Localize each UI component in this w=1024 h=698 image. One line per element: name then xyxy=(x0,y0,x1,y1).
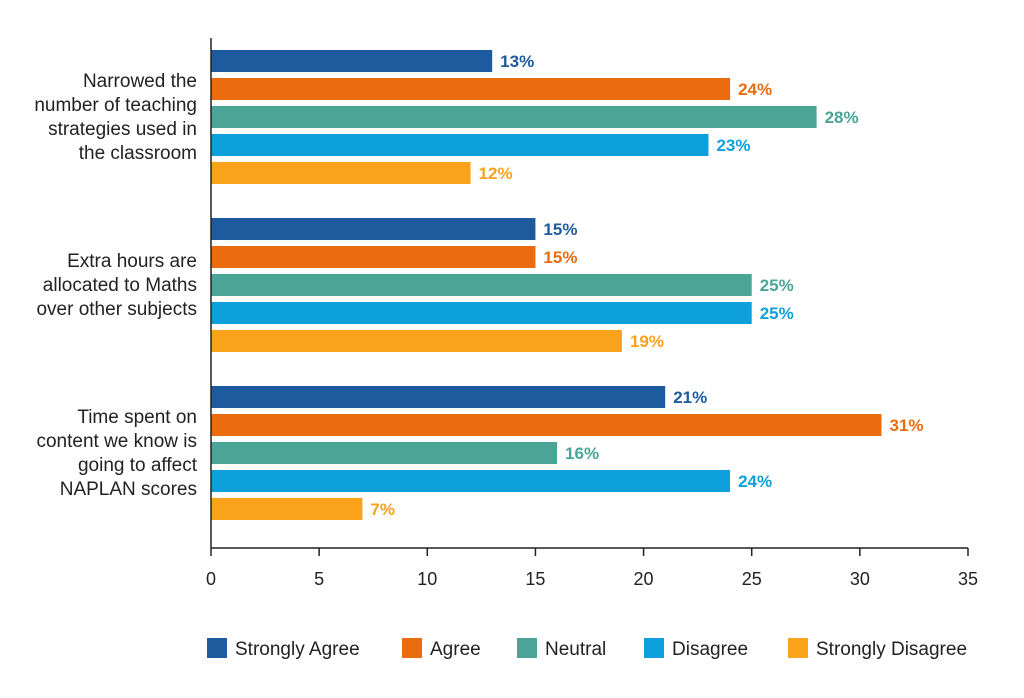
legend-item-agree: Agree xyxy=(402,638,481,660)
x-tick-label: 5 xyxy=(314,569,324,589)
bar-neutral-0 xyxy=(211,106,817,128)
legend-item-neutral: Neutral xyxy=(517,638,606,660)
bar-strongly-disagree-2 xyxy=(211,498,363,520)
legend-item-strongly-agree: Strongly Agree xyxy=(207,638,360,660)
x-tick-label: 0 xyxy=(206,569,216,589)
category-label-line: going to affect xyxy=(78,455,198,476)
legend-swatch xyxy=(207,638,227,658)
legend-swatch xyxy=(517,638,537,658)
legend-label: Strongly Disagree xyxy=(816,639,967,660)
x-tick-label: 10 xyxy=(417,569,437,589)
bar-neutral-2 xyxy=(211,442,558,464)
value-label: 21% xyxy=(673,388,707,407)
x-tick-label: 20 xyxy=(634,569,654,589)
bar-disagree-1 xyxy=(211,302,752,324)
value-label: 13% xyxy=(500,52,534,71)
value-label: 24% xyxy=(738,472,772,491)
value-label: 15% xyxy=(543,220,577,239)
legend: Strongly Agree Agree Neutral Disagree Strong… xyxy=(207,638,967,660)
category-label-line: the classroom xyxy=(79,143,197,164)
bar-strongly-disagree-0 xyxy=(211,162,471,184)
value-label: 25% xyxy=(760,276,794,295)
legend-label: Disagree xyxy=(672,639,748,660)
category-label-line: Time spent on xyxy=(77,407,197,428)
category-labels-layer: Narrowed the number of teaching strategies… xyxy=(34,71,197,500)
bar-strongly-agree-1 xyxy=(211,218,536,240)
x-tick-label: 35 xyxy=(958,569,978,589)
bar-agree-1 xyxy=(211,246,536,268)
bar-strongly-disagree-1 xyxy=(211,330,622,352)
category-label: Time spent on content we know is going to … xyxy=(36,407,197,500)
value-label: 23% xyxy=(716,136,750,155)
legend-item-disagree: Disagree xyxy=(644,638,748,660)
category-label-line: over other subjects xyxy=(36,299,197,320)
bar-agree-0 xyxy=(211,78,731,100)
category-label: Narrowed the number of teaching strategies… xyxy=(34,71,197,164)
x-tick-label: 15 xyxy=(525,569,545,589)
legend-label: Agree xyxy=(430,639,481,660)
value-label: 24% xyxy=(738,80,772,99)
category-label-line: Narrowed the xyxy=(83,71,197,92)
value-label: 15% xyxy=(543,248,577,267)
legend-label: Neutral xyxy=(545,639,606,660)
bar-strongly-agree-2 xyxy=(211,386,666,408)
value-label: 31% xyxy=(889,416,923,435)
bar-disagree-0 xyxy=(211,134,709,156)
legend-swatch xyxy=(788,638,808,658)
bar-strongly-agree-0 xyxy=(211,50,493,72)
category-label-line: content we know is xyxy=(36,431,197,452)
value-labels-layer: 13% 24% 28% 23% 12% 15% 15% 25% 25% 19% 21% 31% 16% 2… xyxy=(370,52,923,519)
category-label: Extra hours are allocated to Maths over ot… xyxy=(36,251,197,320)
category-label-line: allocated to Maths xyxy=(43,275,197,296)
value-label: 7% xyxy=(370,500,395,519)
value-label: 16% xyxy=(565,444,599,463)
value-label: 25% xyxy=(760,304,794,323)
x-tick-label: 30 xyxy=(850,569,870,589)
bar-disagree-2 xyxy=(211,470,731,492)
bar-agree-2 xyxy=(211,414,882,436)
bars-layer xyxy=(211,50,882,520)
legend-swatch xyxy=(644,638,664,658)
legend-label: Strongly Agree xyxy=(235,639,360,660)
x-tick-label: 25 xyxy=(742,569,762,589)
axes-layer: 0 5 10 15 20 25 30 35 xyxy=(206,38,978,589)
category-label-line: strategies used in xyxy=(48,119,197,140)
category-label-line: Extra hours are xyxy=(67,251,197,272)
value-label: 19% xyxy=(630,332,664,351)
legend-swatch xyxy=(402,638,422,658)
category-label-line: number of teaching xyxy=(34,95,197,116)
legend-item-strongly-disagree: Strongly Disagree xyxy=(788,638,967,660)
value-label: 12% xyxy=(479,164,513,183)
value-label: 28% xyxy=(825,108,859,127)
category-label-line: NAPLAN scores xyxy=(60,479,197,500)
bar-neutral-1 xyxy=(211,274,752,296)
